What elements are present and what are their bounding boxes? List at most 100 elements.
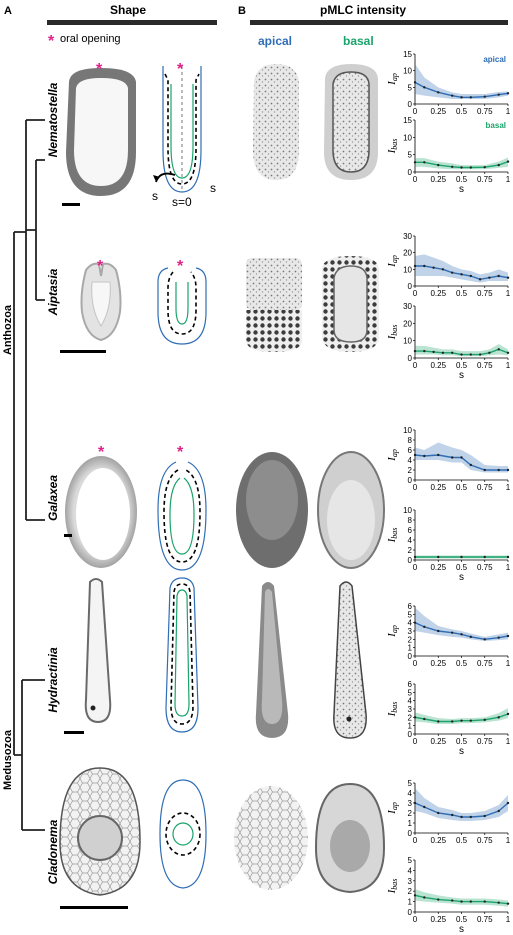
x-tick-label: 0 (413, 563, 418, 572)
pmlc-header-bar (250, 20, 508, 25)
data-point (483, 814, 486, 818)
shape-header: Shape (110, 3, 146, 17)
y-tick-label: 1 (408, 898, 413, 907)
basal-header: basal (343, 34, 374, 48)
x-tick-label: 1 (506, 563, 511, 572)
data-point (497, 636, 500, 639)
apical-header: apical (258, 34, 292, 48)
shape-diagram-galaxea (157, 461, 207, 571)
y-tick-label: 10 (403, 337, 412, 346)
y-axis-label: Iap (386, 802, 399, 815)
data-point (413, 621, 417, 624)
y-tick-label: 1 (408, 644, 413, 653)
y-tick-label: 5 (408, 856, 413, 865)
pmlc-basal-galaxea (317, 451, 385, 569)
y-tick-label: 8 (408, 516, 413, 525)
x-axis-label: s (459, 370, 464, 381)
x-tick-label: 0.5 (456, 361, 468, 370)
oral-star-aiptasia-shape: * (177, 258, 184, 275)
x-tick-label: 0.5 (456, 483, 468, 492)
data-point (497, 274, 500, 278)
data-point (483, 900, 486, 903)
x-tick-label: 0.25 (430, 107, 446, 116)
pmlc-header: pMLC intensity (320, 3, 406, 17)
data-point (469, 274, 472, 278)
y-axis-label: Ibas (386, 879, 399, 895)
pmlc-apical-nematostella (253, 64, 299, 180)
x-tick-label: 0 (413, 659, 418, 668)
y-axis-label: Ibas (386, 325, 399, 341)
data-point (483, 468, 486, 472)
x-tick-label: 1 (506, 659, 511, 668)
data-point (413, 801, 417, 805)
oral-star-nematostella: * (96, 61, 103, 78)
x-tick-label: 0.75 (477, 107, 493, 116)
chart-aiptasia-basal: 0 10 20 30 0 0.25 0.5 0.75 1 Ibas s (386, 302, 511, 381)
oral-star-aiptasia: * (97, 258, 104, 275)
x-tick-label: 1 (506, 836, 511, 845)
data-point (451, 456, 454, 459)
scale-bar-nematostella (62, 203, 80, 206)
x-tick-label: 1 (506, 737, 511, 746)
data-point (460, 815, 463, 819)
y-tick-label: 6 (408, 602, 413, 611)
y-tick-label: 0 (408, 652, 413, 661)
panel-b-label: B (238, 5, 246, 17)
data-point (437, 811, 440, 815)
data-point (423, 896, 426, 899)
data-point (451, 720, 454, 723)
y-tick-label: 4 (408, 789, 413, 798)
x-tick-label: 0.75 (477, 483, 493, 492)
data-point (413, 555, 417, 559)
oral-opening-legend: oral opening (60, 33, 121, 45)
x-tick-label: 0.5 (456, 737, 468, 746)
data-point (423, 717, 426, 721)
y-tick-label: 6 (408, 526, 413, 535)
confidence-band (415, 254, 508, 283)
y-tick-label: 0 (408, 556, 413, 565)
y-tick-label: 3 (408, 799, 413, 808)
data-point (432, 266, 435, 269)
y-tick-label: 1 (408, 819, 413, 828)
pmlc-apical-aiptasia (246, 258, 302, 352)
species-label-aiptasia: Aiptasia (46, 268, 60, 316)
x-tick-label: 0.25 (430, 289, 446, 298)
chart-axes (414, 684, 508, 735)
pmlc-basal-hydractinia (333, 581, 367, 739)
data-point (423, 86, 426, 89)
x-tick-label: 1 (506, 361, 511, 370)
x-tick-label: 0.5 (456, 659, 468, 668)
data-point (469, 96, 472, 99)
y-tick-label: 5 (408, 779, 413, 788)
x-tick-label: 1 (506, 483, 511, 492)
data-point (460, 555, 463, 559)
chart-series-tag: basal (486, 121, 506, 130)
data-point (437, 91, 440, 94)
y-axis-label: Ibas (386, 702, 399, 718)
x-tick-label: 0 (413, 483, 418, 492)
data-point (506, 801, 510, 805)
y-tick-label: 5 (408, 610, 413, 619)
data-point (469, 166, 472, 169)
y-tick-label: 0 (408, 829, 413, 838)
data-point (423, 454, 426, 458)
data-point (469, 900, 472, 903)
arc-origin-label: s=0 (172, 195, 192, 209)
shape-diagram-nematostella (153, 66, 202, 193)
x-tick-label: 1 (506, 107, 511, 116)
x-tick-label: 0.75 (477, 175, 493, 184)
micrograph-galaxea (65, 456, 137, 568)
data-point (451, 351, 454, 354)
panel-a-label: A (4, 5, 12, 17)
data-point (437, 898, 440, 901)
y-tick-label: 0 (408, 354, 413, 363)
data-point (437, 453, 440, 457)
data-point (469, 463, 472, 467)
x-tick-label: 0.5 (456, 289, 468, 298)
y-tick-label: 15 (403, 116, 412, 125)
x-tick-label: 0.75 (477, 289, 493, 298)
data-point (469, 815, 472, 819)
data-point (413, 453, 417, 457)
y-tick-label: 6 (408, 446, 413, 455)
